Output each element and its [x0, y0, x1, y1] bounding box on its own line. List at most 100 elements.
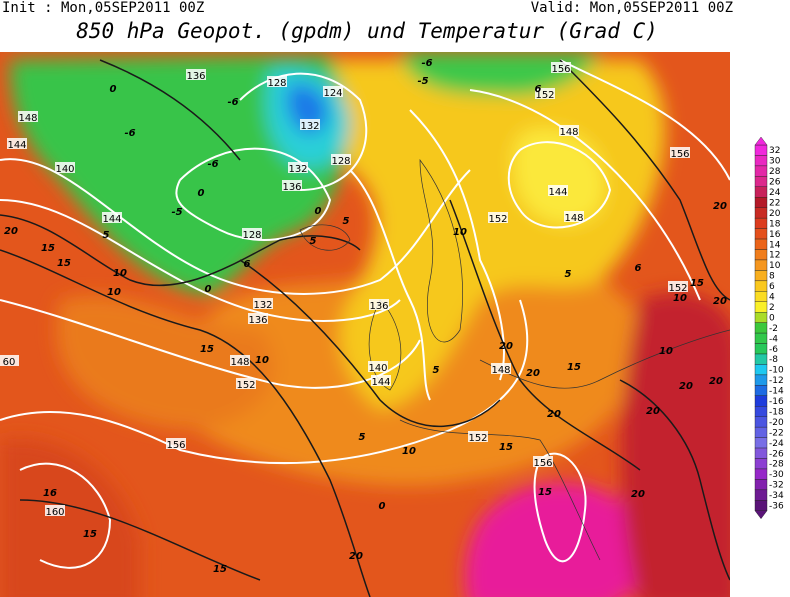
colorbar-segment [754, 437, 768, 449]
temperature-label: 20 [631, 489, 645, 500]
colorbar-label: -10 [769, 366, 784, 376]
temperature-label: -5 [417, 76, 428, 87]
colorbar-segment [754, 144, 768, 156]
colorbar-label: 12 [769, 251, 780, 261]
label-box [55, 162, 75, 173]
contour-labels: 136 128 124 132 128 132 136 128 140 144 148 144 132 1… [0, 58, 727, 575]
temperature-label: 10 [255, 355, 269, 366]
temperature-label: 15 [57, 258, 71, 269]
temperature-label: 0 [110, 84, 117, 95]
temperature-label: 20 [646, 406, 660, 417]
temperature-label: 15 [538, 487, 552, 498]
label-box [267, 76, 287, 87]
label-box [288, 162, 308, 173]
temperature-label: 0 [198, 188, 205, 199]
label-box [564, 211, 584, 222]
geopotential-label: 132 [288, 164, 307, 175]
colorbar-label: 26 [769, 178, 781, 188]
label-box [248, 313, 268, 324]
colorbar-segment [754, 312, 768, 323]
colorbar-label: 2 [769, 303, 775, 313]
temperature-label: 10 [107, 287, 121, 298]
label-box [548, 185, 568, 196]
label-box [166, 438, 186, 449]
colorbar-label: -6 [769, 345, 778, 355]
label-box [102, 212, 122, 223]
colorbar-label: -30 [769, 470, 784, 480]
label-box [368, 361, 388, 372]
temperature-label: 20 [526, 368, 540, 379]
colorbar-label: -16 [769, 397, 784, 407]
colorbar-label: -22 [769, 428, 784, 438]
colorbar-label: -8 [769, 355, 778, 365]
label-box [369, 299, 389, 310]
geopotential-label: 60 [3, 357, 16, 368]
temperature-label: -6 [227, 97, 238, 108]
colorbar-segment [754, 176, 768, 188]
colorbar: 32302826242220181614121086420-2-4-6-8-10… [754, 136, 784, 520]
label-box [236, 378, 256, 389]
temperature-label: 16 [43, 488, 57, 499]
geopotential-label: 132 [253, 300, 272, 311]
temperature-label: 20 [709, 376, 723, 387]
colorbar-segment [754, 228, 768, 240]
temperature-label: 10 [659, 346, 673, 357]
geopotential-label: 156 [533, 458, 552, 469]
temperature-label: 0 [379, 501, 386, 512]
colorbar-segment [754, 280, 768, 292]
colorbar-label: -14 [769, 387, 784, 397]
colorbar-top-arrow [754, 136, 768, 146]
colorbar-label: -24 [769, 439, 784, 449]
colorbar-label: 16 [769, 230, 781, 240]
colorbar-segment [754, 249, 768, 261]
label-box [371, 375, 391, 386]
colorbar-segment [754, 489, 768, 501]
temperature-label: 5 [565, 269, 572, 280]
geopotential-label: 136 [369, 301, 388, 312]
geopotential-label: 136 [248, 315, 267, 326]
temperature-label: 15 [567, 362, 581, 373]
temperature-label: 5 [343, 216, 350, 227]
colorbar-label: 0 [769, 313, 775, 323]
temperature-label: 15 [41, 243, 55, 254]
label-box [186, 69, 206, 80]
temperature-label: 15 [690, 278, 704, 289]
temperature-label: 15 [499, 442, 513, 453]
geopotential-label: 152 [468, 433, 487, 444]
colorbar-label: -2 [769, 324, 778, 334]
colorbar-label: 22 [769, 198, 780, 208]
temperature-label: 6 [535, 84, 542, 95]
geopotential-label: 128 [242, 230, 261, 241]
coastlines [299, 158, 730, 561]
temperature-label: 10 [402, 446, 416, 457]
colorbar-label: -4 [769, 334, 778, 344]
colorbar-label: -34 [769, 491, 784, 501]
colorbar-label: 30 [769, 157, 781, 167]
temperature-label: 10 [113, 268, 127, 279]
temperature-label: -6 [421, 58, 432, 69]
geopotential-label: 160 [45, 507, 64, 518]
colorbar-segment [754, 217, 768, 229]
label-box [670, 147, 690, 158]
colorbar-label: -18 [769, 407, 784, 417]
label-box [468, 431, 488, 442]
colorbar-segment [754, 291, 768, 302]
geopotential-label: 128 [331, 156, 350, 167]
geopotential-label: 156 [670, 149, 689, 160]
temperature-label: 0 [315, 206, 322, 217]
colorbar-segment [754, 322, 768, 334]
geopotential-label: 136 [186, 71, 205, 82]
temperature-label: 5 [359, 432, 366, 443]
colorbar-segment [754, 332, 768, 344]
temperature-label: -5 [171, 207, 182, 218]
temperature-label: 20 [713, 296, 727, 307]
geopotential-label: 152 [236, 380, 255, 391]
colorbar-segment [754, 207, 768, 219]
colorbar-segment [754, 301, 768, 313]
colorbar-label: -20 [769, 418, 784, 428]
colorbar-label: 8 [769, 272, 775, 282]
temperature-label: 10 [673, 293, 687, 304]
label-box [535, 88, 555, 99]
label-box [300, 119, 320, 130]
